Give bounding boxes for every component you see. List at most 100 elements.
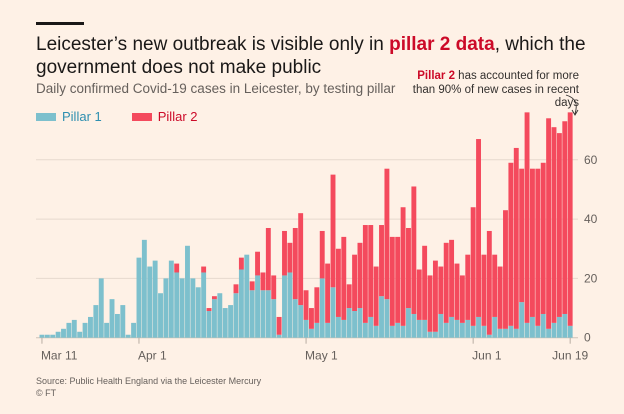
bar-pillar-2 — [352, 254, 358, 312]
bar-pillar-1 — [551, 322, 557, 338]
bar-pillar-2 — [276, 316, 282, 335]
bar-pillar-1 — [179, 278, 185, 338]
bar-pillar-1 — [352, 311, 358, 338]
bar-pillar-2 — [400, 207, 406, 326]
bar-pillar-2 — [255, 251, 260, 276]
x-tick-label: May 1 — [305, 349, 338, 363]
bar-pillar-2 — [206, 308, 212, 312]
bar-pillar-1 — [368, 316, 374, 338]
bar-pillar-1 — [443, 322, 449, 338]
bar-pillar-1 — [513, 328, 519, 338]
legend: Pillar 1 Pillar 2 — [36, 109, 198, 124]
bar-pillar-2 — [411, 186, 417, 314]
bar-pillar-1 — [492, 316, 498, 338]
y-tick-label: 60 — [584, 153, 598, 167]
title-part-1: Leicester’s new outbreak is visible only… — [36, 34, 390, 55]
bar-pillar-2 — [546, 118, 552, 329]
bar-pillar-1 — [217, 293, 223, 338]
bar-pillar-1 — [244, 254, 250, 338]
bar-pillar-2 — [309, 308, 314, 329]
bar-pillar-1 — [567, 325, 573, 338]
bar-pillar-1 — [524, 322, 530, 338]
bar-pillar-1 — [276, 334, 282, 338]
source-note: Source: Public Health England via the Le… — [36, 375, 261, 399]
x-tick-label: Jun 1 — [472, 349, 502, 363]
bar-pillar-1 — [211, 299, 217, 338]
bar-pillar-2 — [174, 263, 180, 273]
bar-pillar-1 — [287, 272, 293, 338]
bar-pillar-2 — [524, 112, 530, 323]
bar-pillar-1 — [556, 316, 562, 338]
bar-pillar-2 — [459, 275, 465, 323]
y-tick-label: 20 — [584, 271, 598, 285]
bar-pillar-2 — [540, 162, 546, 314]
bar-pillar-2 — [335, 248, 341, 317]
annotation: Pillar 2 has accounted for more than 90%… — [409, 70, 579, 111]
bar-pillar-2 — [427, 275, 433, 332]
bar-pillar-2 — [249, 281, 255, 291]
bar-pillar-1 — [93, 305, 99, 338]
bar-pillar-1 — [330, 287, 336, 338]
legend-swatch-pillar-1 — [36, 112, 56, 121]
x-tick-label: Mar 11 — [41, 349, 78, 363]
bar-pillar-2 — [406, 227, 411, 309]
bar-pillar-2 — [567, 112, 573, 326]
bar-pillar-1 — [66, 322, 72, 338]
bar-pillar-2 — [384, 168, 390, 300]
bar-pillar-1 — [314, 322, 320, 338]
bar-pillar-2 — [282, 230, 287, 276]
bar-pillar-2 — [562, 121, 568, 314]
bar-pillar-2 — [508, 162, 514, 326]
bar-pillar-2 — [238, 257, 244, 270]
bar-pillar-2 — [556, 133, 562, 317]
bar-pillar-1 — [120, 305, 126, 338]
bar-pillar-1 — [384, 299, 390, 338]
bar-pillar-1 — [238, 269, 244, 338]
bar-pillar-1 — [416, 319, 422, 338]
bar-pillar-2 — [346, 284, 352, 309]
bar-pillar-1 — [432, 331, 438, 338]
legend-item-pillar-2: Pillar 2 — [131, 109, 198, 124]
legend-label-pillar-1: Pillar 1 — [62, 109, 102, 124]
bar-pillar-1 — [449, 316, 455, 338]
bar-pillar-1 — [438, 313, 444, 338]
bar-pillar-1 — [454, 319, 460, 338]
annotation-text: has accounted for more than 90% of new c… — [412, 70, 579, 109]
bar-pillar-2 — [476, 139, 481, 317]
annotation-arrow — [565, 94, 577, 115]
bar-pillar-1 — [476, 316, 481, 338]
bar-pillar-1 — [206, 311, 212, 338]
bar-pillar-1 — [131, 322, 137, 338]
title-part-2: , which the government does not make pub… — [36, 34, 586, 78]
bar-pillar-1 — [346, 308, 352, 338]
bar-pillar-2 — [438, 266, 444, 314]
bar-pillar-1 — [535, 325, 541, 338]
bar-pillar-1 — [201, 272, 207, 338]
bar-pillar-1 — [71, 319, 77, 338]
legend-swatch-pillar-2 — [131, 112, 152, 121]
bar-pillar-1 — [39, 334, 45, 338]
bar-pillar-1 — [228, 305, 234, 338]
bar-pillar-1 — [163, 278, 169, 338]
bar-pillar-2 — [519, 168, 525, 303]
bar-pillar-2 — [465, 254, 471, 320]
bar-pillar-1 — [98, 278, 104, 338]
bar-pillar-2 — [330, 174, 336, 288]
bar-pillar-2 — [233, 284, 239, 294]
source-text: Source: Public Health England via the Le… — [36, 376, 262, 386]
bar-pillar-1 — [470, 325, 476, 338]
bar-pillar-1 — [168, 260, 174, 338]
bar-pillar-2 — [535, 168, 541, 326]
bar-pillar-2 — [265, 227, 271, 291]
bar-pillar-1 — [379, 296, 384, 338]
bar-pillar-2 — [486, 230, 492, 335]
bar-pillar-1 — [465, 319, 471, 338]
x-axis: Mar 11 Apr 1 May 1 Jun 1 Jun 19 — [41, 337, 589, 363]
bar-pillar-1 — [497, 328, 503, 338]
bar-pillar-1 — [540, 313, 546, 338]
bar-pillar-1 — [195, 287, 201, 338]
bar-pillar-2 — [287, 242, 293, 273]
bar-pillar-1 — [411, 313, 417, 338]
bar-pillar-2 — [211, 296, 217, 300]
bar-pillar-1 — [481, 325, 487, 338]
